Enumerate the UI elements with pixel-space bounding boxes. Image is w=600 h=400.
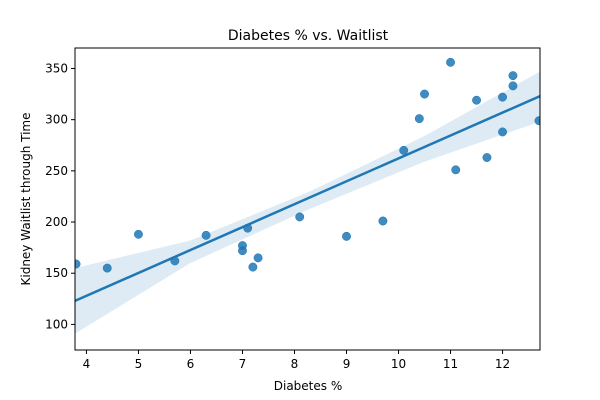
data-point: [420, 89, 429, 99]
data-point: [482, 153, 492, 162]
x-tick-label: 5: [135, 357, 143, 371]
confidence-band: [75, 71, 540, 334]
x-tick-label: 11: [443, 357, 458, 371]
y-tick-label: 200: [45, 215, 68, 229]
data-point: [201, 230, 211, 240]
data-point: [508, 81, 518, 91]
data-point: [170, 256, 180, 266]
data-point: [446, 57, 455, 67]
data-point: [238, 241, 247, 251]
plot-frame: [74, 47, 541, 351]
data-point: [451, 165, 461, 175]
y-tick-label: 150: [45, 266, 68, 280]
data-point: [342, 231, 351, 241]
data-point: [253, 253, 263, 263]
chart-title: Diabetes % vs. Waitlist: [228, 28, 389, 44]
axes-layer: 4 5 6 7 8 9 10 11 12 100 150 200 250 300 350: [45, 47, 541, 371]
data-point: [102, 263, 112, 273]
y-tick-label: 250: [45, 164, 68, 178]
data-point: [75, 259, 81, 269]
x-tick-label: 9: [343, 357, 351, 371]
data-point: [378, 216, 388, 226]
x-tick-label: 4: [83, 357, 91, 371]
regression-line: [75, 94, 540, 303]
data-point: [243, 223, 253, 233]
x-tick-label: 8: [291, 357, 299, 371]
data-point: [399, 145, 409, 155]
y-axis-label: Kidney Waitlist through Time: [19, 113, 33, 286]
data-point: [508, 71, 518, 81]
y-tick-label: 350: [45, 61, 68, 75]
data-point: [472, 95, 481, 105]
data-point: [414, 114, 424, 124]
confidence-band-layer: [75, 71, 540, 334]
data-point: [295, 212, 305, 222]
data-point: [534, 116, 540, 126]
data-point: [248, 262, 258, 272]
data-point: [498, 92, 508, 102]
x-tick-label: 7: [239, 357, 247, 371]
y-tick-label: 100: [45, 317, 68, 331]
data-points-layer: [75, 57, 540, 273]
y-tick-label: 300: [45, 113, 68, 127]
x-tick-label: 12: [495, 357, 510, 371]
data-point: [498, 127, 508, 137]
x-axis-label: Diabetes %: [274, 379, 342, 393]
data-point: [134, 229, 143, 239]
x-tick-label: 6: [187, 357, 195, 371]
x-tick-label: 10: [391, 357, 406, 371]
regression-line-layer: [75, 94, 540, 303]
